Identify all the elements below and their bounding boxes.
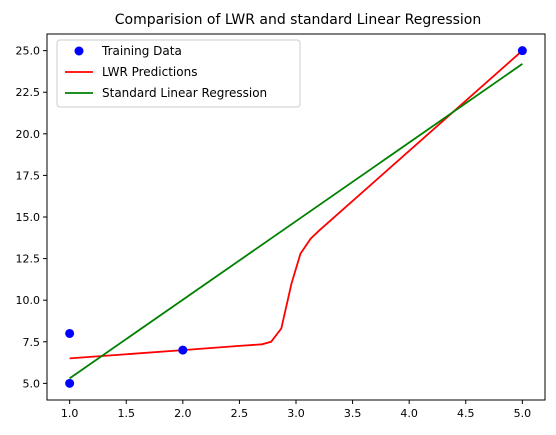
x-tick-label: 3.0 — [287, 407, 305, 420]
y-tick-label: 15.0 — [16, 211, 41, 224]
x-tick-label: 1.5 — [117, 407, 135, 420]
scatter-point — [65, 378, 75, 388]
legend-label: LWR Predictions — [102, 65, 197, 79]
x-tick-label: 4.5 — [457, 407, 475, 420]
x-tick-label: 2.5 — [231, 407, 249, 420]
y-tick-label: 17.5 — [16, 169, 41, 182]
y-tick-label: 20.0 — [16, 128, 41, 141]
legend-label: Training Data — [101, 44, 182, 58]
x-tick-label: 2.0 — [174, 407, 192, 420]
chart-title: Comparision of LWR and standard Linear R… — [115, 12, 482, 28]
series-line-1 — [69, 49, 523, 360]
x-tick-label: 4.0 — [400, 407, 418, 420]
plot-area — [65, 46, 527, 388]
scatter-point — [517, 46, 527, 56]
legend-marker — [74, 46, 84, 56]
x-tick-label: 1.0 — [61, 407, 79, 420]
y-tick-label: 25.0 — [16, 45, 41, 58]
scatter-point — [65, 328, 75, 338]
legend: Training Data LWR Predictions Standard Lin… — [56, 39, 301, 108]
y-tick-label: 22.5 — [16, 86, 41, 99]
y-tick-label: 5.0 — [23, 377, 41, 390]
y-tick-label: 10.0 — [16, 294, 41, 307]
legend-box — [56, 39, 301, 108]
x-tick-label: 3.5 — [344, 407, 362, 420]
y-tick-label: 7.5 — [23, 336, 41, 349]
axes: 1.0 1.5 2.0 2.5 3.0 3.5 4.0 4.5 5.0 5.0 7.5 10.0 12.… — [16, 45, 532, 420]
y-tick-label: 12.5 — [16, 253, 41, 266]
scatter-point — [178, 345, 188, 355]
series-line-2 — [69, 63, 523, 380]
x-tick-label: 5.0 — [514, 407, 532, 420]
legend-label: Standard Linear Regression — [102, 86, 267, 100]
